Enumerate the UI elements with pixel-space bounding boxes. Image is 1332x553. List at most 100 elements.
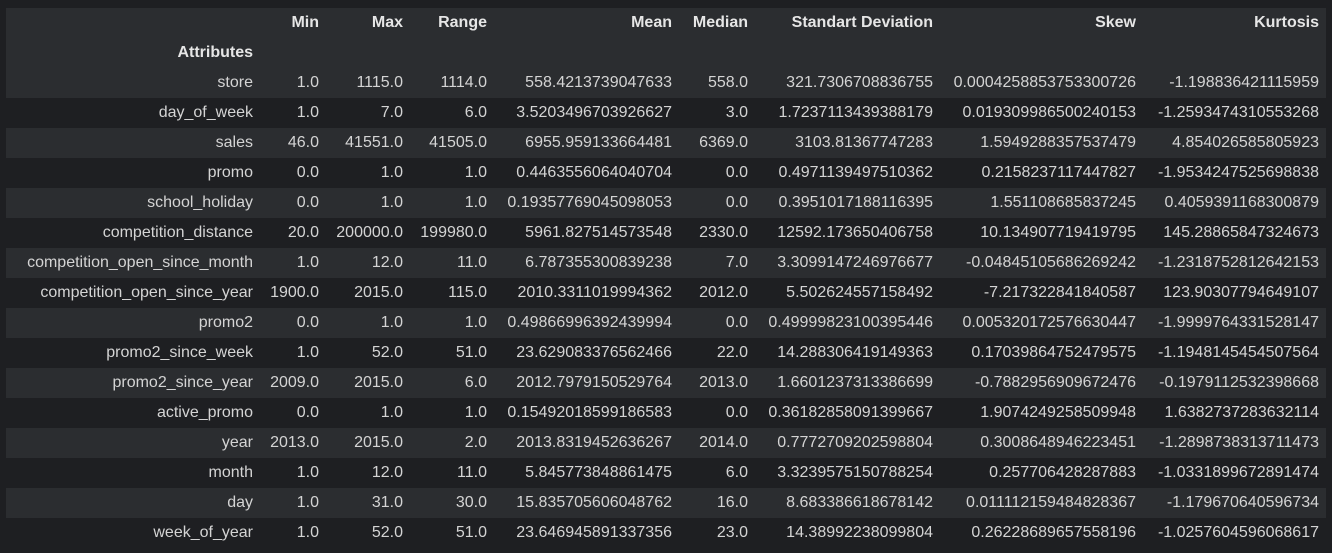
table-cell: 0.011112159484828367 xyxy=(940,488,1143,518)
table-cell: 0.0 xyxy=(679,158,755,188)
table-cell: -1.0331899672891474 xyxy=(1143,458,1326,488)
table-cell: 23.629083376562466 xyxy=(494,338,679,368)
table-cell: 1.0 xyxy=(260,68,326,98)
table-row: competition_distance 20.0 200000.0 199980.0… xyxy=(6,218,1326,248)
table-cell: 3.3239575150788254 xyxy=(755,458,940,488)
table-cell: 1.0 xyxy=(326,308,410,338)
row-label: year xyxy=(6,428,260,458)
table-cell: 6955.959133664481 xyxy=(494,128,679,158)
table-cell: 0.257706428287883 xyxy=(940,458,1143,488)
table-cell: 14.288306419149363 xyxy=(755,338,940,368)
table-cell: 1.0 xyxy=(410,158,494,188)
table-cell: 0.0004258853753300726 xyxy=(940,68,1143,98)
table-cell: 558.0 xyxy=(679,68,755,98)
column-header: Standart Deviation xyxy=(755,8,940,38)
table-cell: 3.3099147246976677 xyxy=(755,248,940,278)
table-cell: 6.0 xyxy=(679,458,755,488)
row-label: day xyxy=(6,488,260,518)
table-cell: 30.0 xyxy=(410,488,494,518)
row-label: promo2_since_year xyxy=(6,368,260,398)
table-cell: 1114.0 xyxy=(410,68,494,98)
index-name: Attributes xyxy=(6,38,260,68)
empty-header-cell xyxy=(1143,38,1326,68)
table-cell: 23.646945891337356 xyxy=(494,518,679,548)
table-cell: 321.7306708836755 xyxy=(755,68,940,98)
table-row: week_of_year 1.0 52.0 51.0 23.64694589133735… xyxy=(6,518,1326,548)
table-cell: 1.9074249258509948 xyxy=(940,398,1143,428)
table-row: promo2_since_week 1.0 52.0 51.0 23.629083376… xyxy=(6,338,1326,368)
table-cell: -1.9999764331528147 xyxy=(1143,308,1326,338)
empty-header-cell xyxy=(940,38,1143,68)
table-cell: 0.2158237117447827 xyxy=(940,158,1143,188)
table-cell: 0.005320172576630447 xyxy=(940,308,1143,338)
table-cell: 0.19357769045098053 xyxy=(494,188,679,218)
table-cell: 5.845773848861475 xyxy=(494,458,679,488)
table-cell: 2009.0 xyxy=(260,368,326,398)
table-row: day_of_week 1.0 7.0 6.0 3.5203496703926627 3.… xyxy=(6,98,1326,128)
table-cell: 46.0 xyxy=(260,128,326,158)
table-cell: 0.0 xyxy=(260,158,326,188)
row-label: competition_open_since_year xyxy=(6,278,260,308)
column-header: Kurtosis xyxy=(1143,8,1326,38)
table-cell: 0.3008648946223451 xyxy=(940,428,1143,458)
table-cell: 0.49866996392439994 xyxy=(494,308,679,338)
table-cell: 0.0 xyxy=(679,188,755,218)
row-label: school_holiday xyxy=(6,188,260,218)
table-row: competition_open_since_year 1900.0 2015.0 1… xyxy=(6,278,1326,308)
table-row: school_holiday 0.0 1.0 1.0 0.193577690450980… xyxy=(6,188,1326,218)
row-label: active_promo xyxy=(6,398,260,428)
table-cell: 0.0 xyxy=(260,188,326,218)
table-cell: 1.0 xyxy=(410,308,494,338)
table-cell: 558.4213739047633 xyxy=(494,68,679,98)
empty-header-cell xyxy=(410,38,494,68)
table-cell: 5.502624557158492 xyxy=(755,278,940,308)
table-cell: 52.0 xyxy=(326,518,410,548)
table-row: promo2_since_year 2009.0 2015.0 6.0 2012.797… xyxy=(6,368,1326,398)
table-cell: 1.0 xyxy=(410,398,494,428)
table-cell: 10.134907719419795 xyxy=(940,218,1143,248)
table-cell: 2330.0 xyxy=(679,218,755,248)
column-header: Mean xyxy=(494,8,679,38)
table-cell: -1.179670640596734 xyxy=(1143,488,1326,518)
table-cell: 3103.81367747283 xyxy=(755,128,940,158)
table-cell: 0.019309986500240153 xyxy=(940,98,1143,128)
table-cell: 1.6382737283632114 xyxy=(1143,398,1326,428)
column-header: Skew xyxy=(940,8,1143,38)
table-cell: 199980.0 xyxy=(410,218,494,248)
table-cell: 11.0 xyxy=(410,458,494,488)
table-cell: 31.0 xyxy=(326,488,410,518)
table-cell: -1.2898738313711473 xyxy=(1143,428,1326,458)
table-cell: 51.0 xyxy=(410,338,494,368)
table-cell: 0.7772709202598804 xyxy=(755,428,940,458)
table-cell: 0.0 xyxy=(679,308,755,338)
table-cell: -1.2318752812642153 xyxy=(1143,248,1326,278)
table-cell: -0.04845105686269242 xyxy=(940,248,1143,278)
row-label: promo2_since_week xyxy=(6,338,260,368)
table-cell: 1.0 xyxy=(260,488,326,518)
table-cell: 145.28865847324673 xyxy=(1143,218,1326,248)
table-cell: 1.0 xyxy=(260,458,326,488)
table-cell: 41505.0 xyxy=(410,128,494,158)
table-cell: 2015.0 xyxy=(326,368,410,398)
table-cell: 1.0 xyxy=(260,338,326,368)
table-cell: 1.0 xyxy=(410,188,494,218)
empty-header-cell xyxy=(260,38,326,68)
table-cell: -1.9534247525698838 xyxy=(1143,158,1326,188)
table-cell: 6.787355300839238 xyxy=(494,248,679,278)
column-header-row: Min Max Range Mean Median Standart Devia… xyxy=(6,8,1326,38)
table-cell: 22.0 xyxy=(679,338,755,368)
table-cell: 115.0 xyxy=(410,278,494,308)
empty-header-cell xyxy=(494,38,679,68)
row-label: store xyxy=(6,68,260,98)
index-name-row: Attributes xyxy=(6,38,1326,68)
table-body: store 1.0 1115.0 1114.0 558.4213739047633 558… xyxy=(6,68,1326,548)
table-cell: 0.3951017188116395 xyxy=(755,188,940,218)
table-cell: 0.0 xyxy=(260,308,326,338)
table-cell: -7.217322841840587 xyxy=(940,278,1143,308)
table-cell: 2013.8319452636267 xyxy=(494,428,679,458)
table-cell: 2012.0 xyxy=(679,278,755,308)
table-cell: 2013.0 xyxy=(260,428,326,458)
table-row: day 1.0 31.0 30.0 15.835705606048762 16.0 8.68… xyxy=(6,488,1326,518)
row-label: week_of_year xyxy=(6,518,260,548)
table-cell: 0.26228689657558196 xyxy=(940,518,1143,548)
